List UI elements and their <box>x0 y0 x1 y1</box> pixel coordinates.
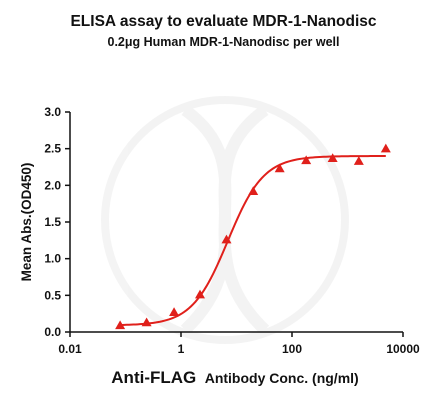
y-tick-label: 1.5 <box>44 215 61 229</box>
y-tick-label: 0.5 <box>44 288 61 302</box>
x-tick-label: 100 <box>282 342 302 356</box>
data-point <box>327 153 338 162</box>
y-ticks: 0.0 0.5 1.0 1.5 2.0 2.5 3.0 <box>44 105 70 339</box>
data-point <box>248 186 259 195</box>
x-tick-label: 1 <box>178 342 185 356</box>
data-point <box>115 320 126 330</box>
x-ticks: 0.01 1 100 10000 <box>58 332 420 356</box>
x-tick-label: 10000 <box>386 342 420 356</box>
data-point <box>274 163 285 173</box>
data-point <box>353 156 364 165</box>
watermark-logo <box>101 96 349 344</box>
data-point <box>380 143 391 153</box>
y-axis-label: Mean Abs.(OD450) <box>19 163 34 282</box>
y-tick-label: 2.5 <box>44 142 61 156</box>
data-points <box>115 143 391 330</box>
y-tick-label: 2.0 <box>44 178 61 192</box>
data-point <box>301 155 312 165</box>
x-axis-label-sub: Antibody Conc. (ng/ml) <box>205 370 359 386</box>
data-point <box>141 317 152 327</box>
y-tick-label: 1.0 <box>44 252 61 266</box>
chart-title: ELISA assay to evaluate MDR-1-Nanodisc <box>70 13 377 30</box>
y-tick-label: 3.0 <box>44 105 61 119</box>
x-tick-label: 0.01 <box>58 342 82 356</box>
y-tick-label: 0.0 <box>44 325 61 339</box>
chart-subtitle: 0.2μg Human MDR-1-Nanodisc per well <box>107 35 340 49</box>
x-axis-label: Anti-FLAG Antibody Conc. (ng/ml) <box>111 368 358 387</box>
data-point <box>221 234 232 244</box>
x-axis-label-main: Anti-FLAG <box>111 368 196 387</box>
data-point <box>195 289 206 299</box>
data-point <box>169 307 180 316</box>
